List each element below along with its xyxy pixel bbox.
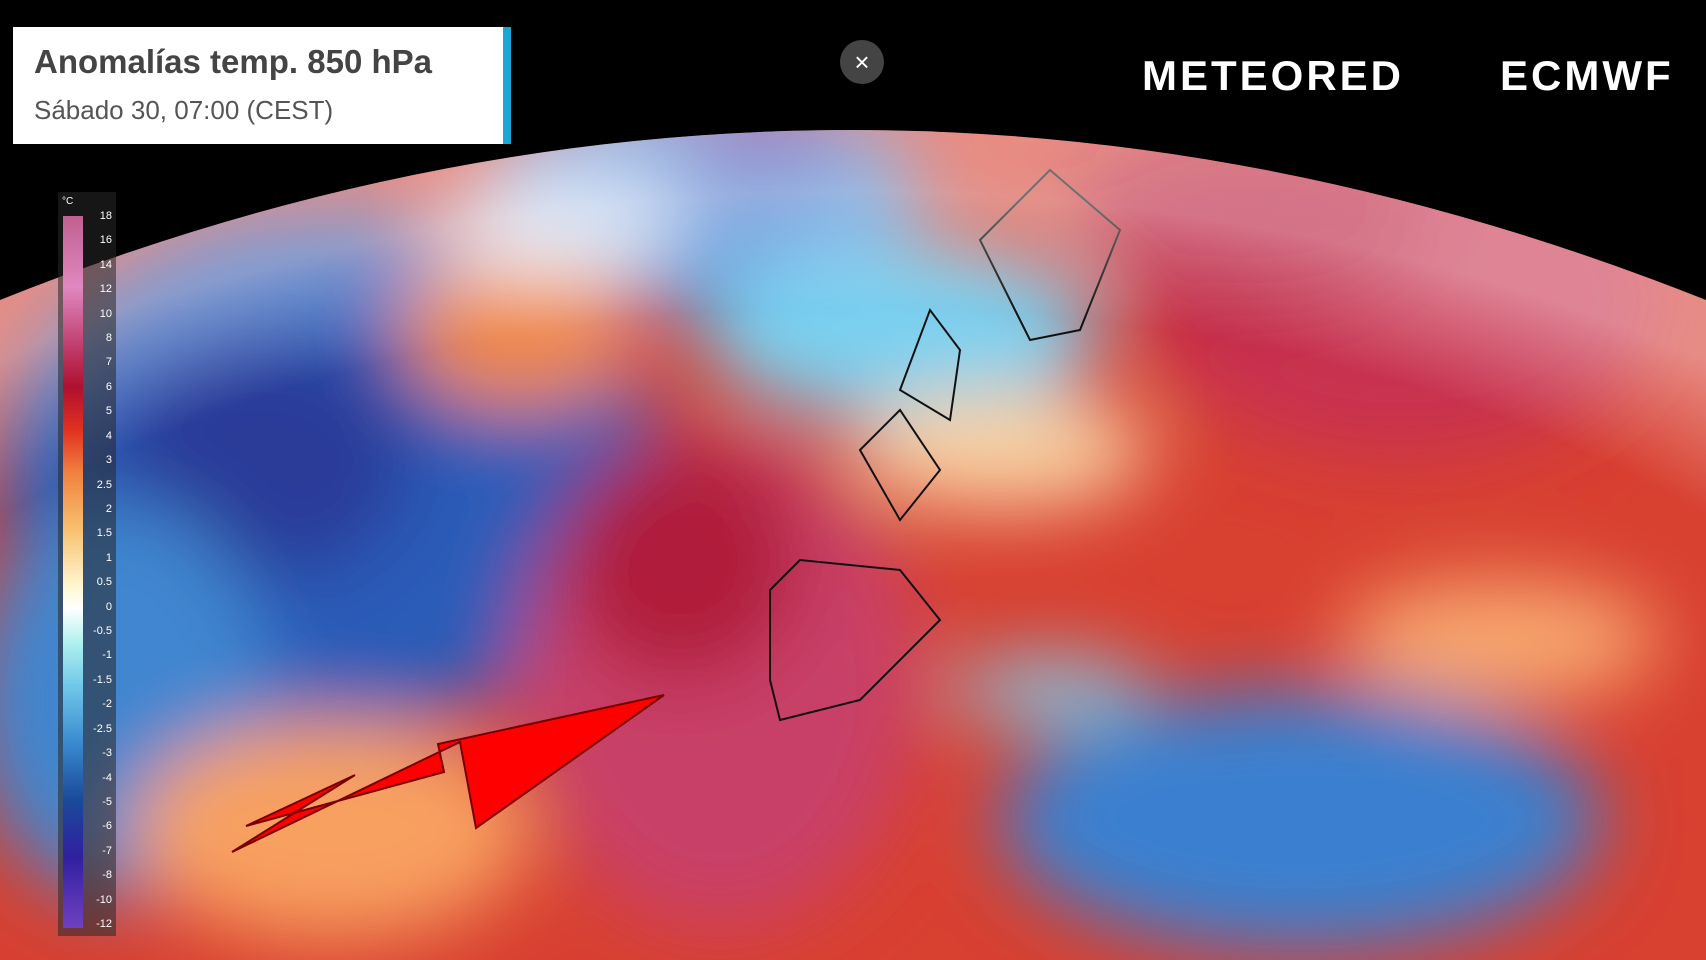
legend-label: -0.5 [93, 625, 112, 638]
legend-label: 0 [105, 600, 112, 613]
legend-bar [63, 216, 83, 928]
legend-label: 16 [99, 234, 112, 247]
legend-label: 3 [105, 454, 112, 467]
title-box: Anomalías temp. 850 hPa Sábado 30, 07:00… [13, 27, 511, 144]
legend-label: -6 [102, 820, 112, 833]
legend-label: 6 [105, 380, 112, 393]
legend-label: -2 [102, 698, 112, 711]
legend-label: -2.5 [93, 722, 112, 735]
legend-label: 1.5 [96, 527, 112, 540]
legend: °C 18 16 14 12 10 8 7 6 5 4 3 2.5 2 1.5 1 0.5 0 -0.5 -1 -1.… [58, 192, 116, 936]
legend-label: 2.5 [96, 478, 112, 491]
legend-label: 12 [99, 283, 112, 296]
legend-label: 4 [105, 429, 112, 442]
close-button[interactable]: × [840, 40, 884, 84]
legend-label: 5 [105, 405, 112, 418]
legend-label: -1 [102, 649, 112, 662]
brand-ecmwf: ECMWF [1500, 52, 1674, 99]
legend-label: -1.5 [93, 673, 112, 686]
legend-label: 14 [99, 258, 112, 271]
legend-label: -5 [102, 795, 112, 808]
legend-label: -7 [102, 844, 112, 857]
brand-meteored: METEORED [1142, 52, 1405, 99]
legend-label: 10 [99, 307, 112, 320]
legend-label: 0.5 [96, 576, 112, 589]
title: Anomalías temp. 850 hPa [34, 43, 432, 80]
legend-label: -8 [102, 869, 112, 882]
arrow [231, 694, 665, 853]
subtitle: Sábado 30, 07:00 (CEST) [34, 95, 334, 125]
legend-label: -4 [102, 771, 112, 784]
legend-label: 8 [105, 332, 112, 345]
legend-label: 18 [99, 210, 112, 222]
legend-unit: °C [62, 196, 74, 207]
legend-label: -3 [102, 747, 112, 760]
legend-label: 2 [105, 502, 112, 515]
legend-label: 1 [105, 551, 112, 564]
legend-label: 7 [105, 356, 112, 369]
legend-label: -12 [96, 918, 112, 930]
legend-label: -10 [96, 893, 112, 906]
